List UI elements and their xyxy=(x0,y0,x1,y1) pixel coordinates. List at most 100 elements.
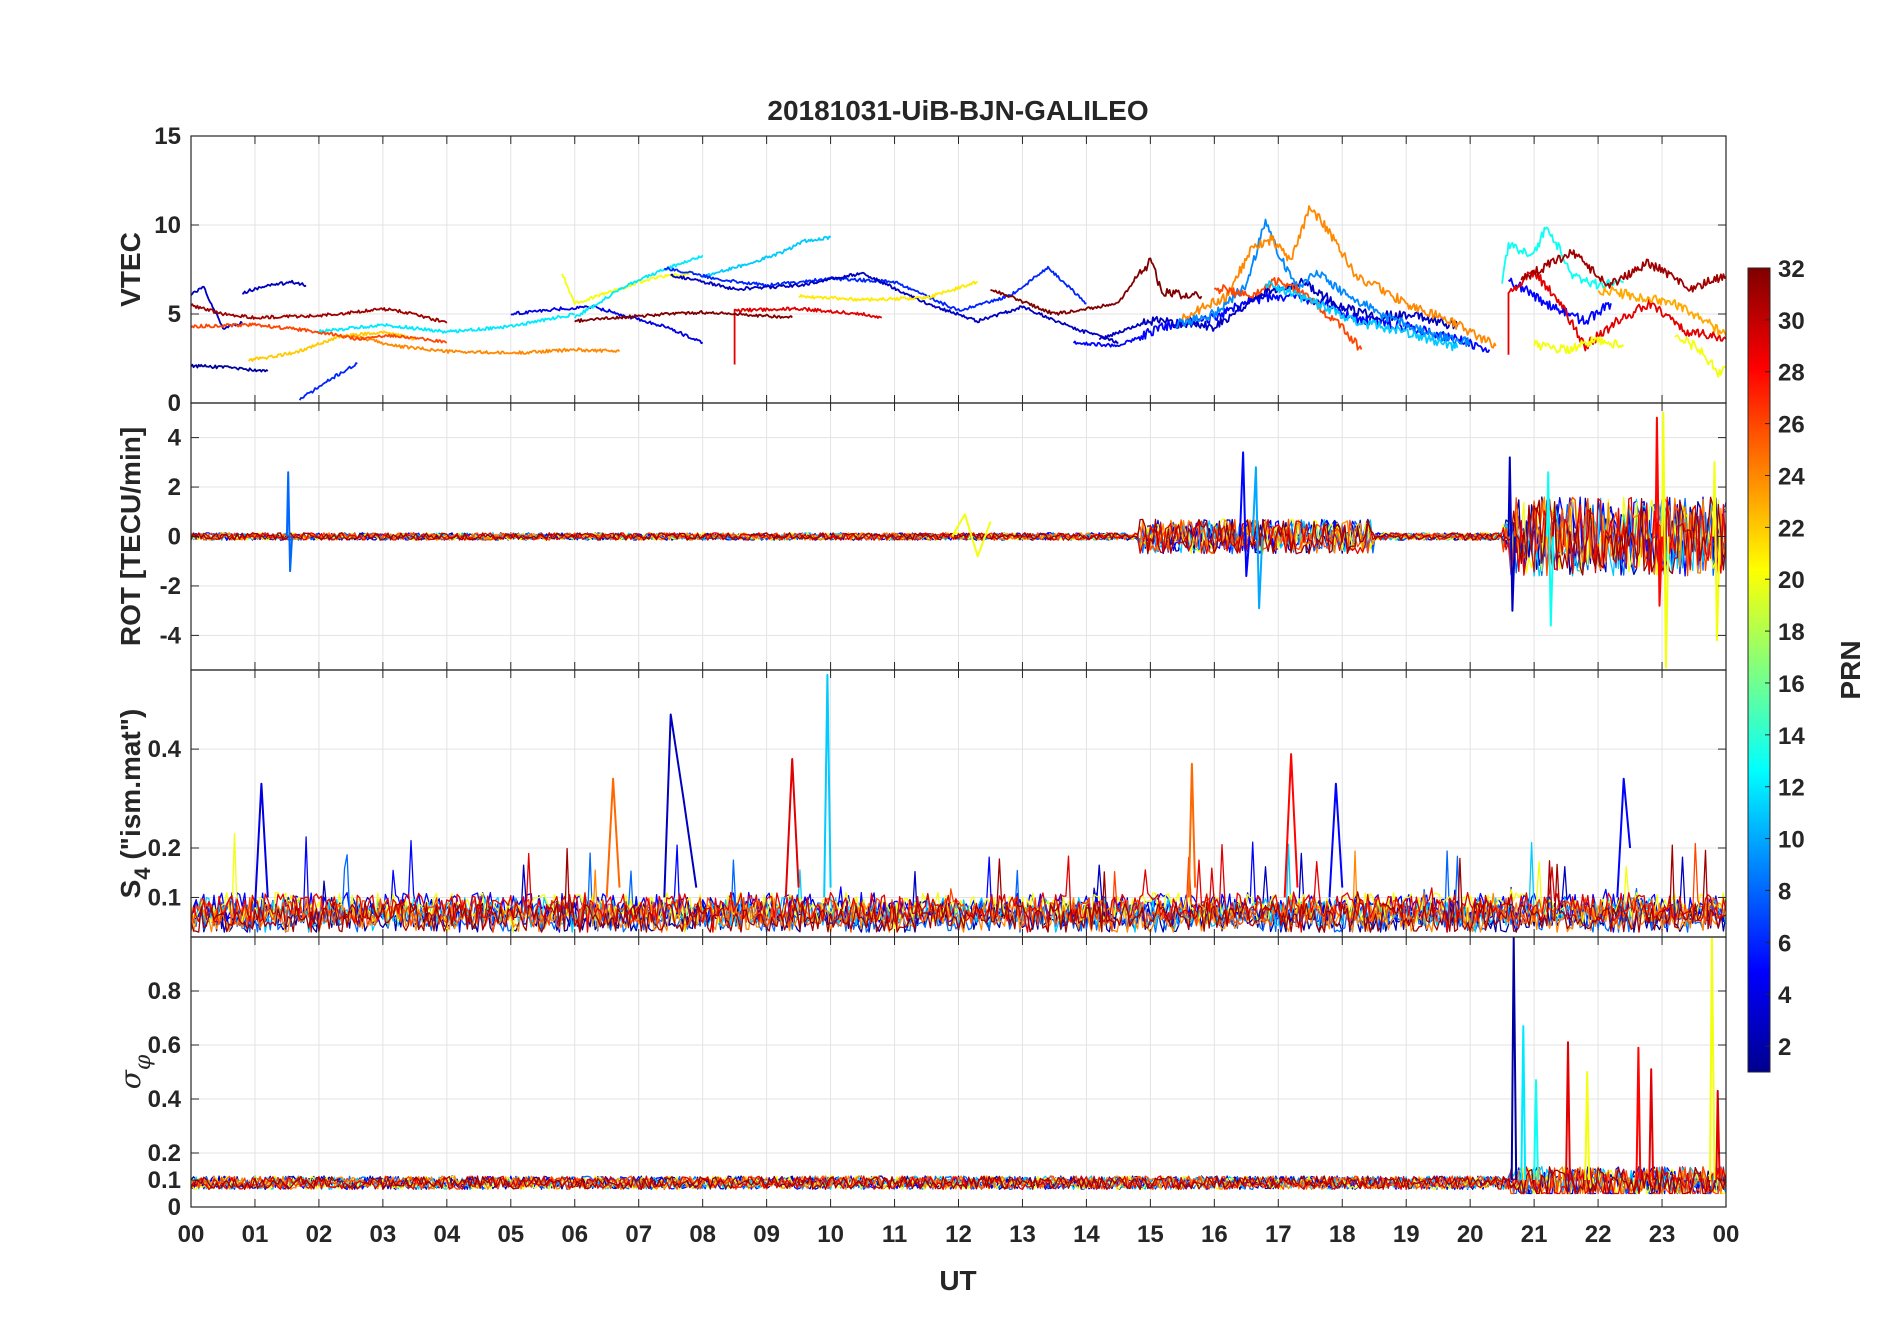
x-tick-labels: 00 01 02 03 04 05 06 07 08 09 10 11 12 13 14 15 16 17 18 19… xyxy=(178,1221,1740,1248)
colorbar-tick-label: 2 xyxy=(1778,1034,1791,1061)
panel-vtec: 0 5 10 15 VTEC xyxy=(115,123,1727,417)
rot-series-7 xyxy=(1661,411,1670,669)
x-tick-label: 05 xyxy=(497,1221,524,1248)
phi-subscript: φ xyxy=(131,1054,156,1070)
panel-s4-ylabel: S4 ("ism.mat") xyxy=(115,709,155,899)
colorbar-label: PRN xyxy=(1835,640,1866,699)
chart-title: 20181031-UiB-BJN-GALILEO xyxy=(767,95,1148,126)
x-tick-label: 15 xyxy=(1137,1221,1164,1248)
x-tick-label: 23 xyxy=(1649,1221,1676,1248)
panel-sigma_phi-grid xyxy=(190,937,1727,1208)
sigma_phi-series-noise-9 xyxy=(191,1165,1726,1195)
colorbar-tick-label: 26 xyxy=(1778,412,1805,439)
panel-sigma_phi-data xyxy=(191,937,1726,1195)
x-tick-label: 19 xyxy=(1393,1221,1420,1248)
colorbar-tick-label: 32 xyxy=(1778,256,1805,283)
colorbar-tick-label: 14 xyxy=(1778,723,1805,750)
sigma-symbol: σ xyxy=(114,1069,147,1089)
x-tick-label: 20 xyxy=(1457,1221,1484,1248)
panel-rot-ylabel: ROT [TECU/min] xyxy=(115,427,146,646)
x-tick-label: 02 xyxy=(306,1221,333,1248)
colorbar-tick-label: 24 xyxy=(1778,463,1805,490)
x-tick-label: 13 xyxy=(1009,1221,1036,1248)
rot-series-noise-8 xyxy=(191,496,1726,577)
vtec-series-10 xyxy=(561,272,691,305)
s4-label-rest: ("ism.mat") xyxy=(115,709,146,868)
s4-series-2 xyxy=(784,758,800,898)
vtec-series-22 xyxy=(1181,205,1497,349)
panel-vtec-ylabel: VTEC xyxy=(115,232,146,307)
vtec-series-2 xyxy=(242,279,307,295)
vtec-series-31 xyxy=(1674,334,1726,378)
rot-series-4 xyxy=(1507,456,1516,612)
s4-subscript: 4 xyxy=(130,867,155,880)
vtec-series-27 xyxy=(1507,269,1726,355)
s4-series-3 xyxy=(254,782,269,908)
sigma_phi-series-7 xyxy=(1709,937,1716,1181)
panel-sigma_phi-ytick-label: 0.1 xyxy=(148,1167,181,1194)
vtec-series-19 xyxy=(1072,291,1491,353)
panel-sigma_phi-ytick-label: 0.8 xyxy=(148,978,181,1005)
panel-sigma_phi-ylabel: σφ xyxy=(114,1054,156,1089)
vtec-series-18 xyxy=(990,257,1203,316)
panel-rot-ytick-label: 2 xyxy=(168,474,181,501)
rot-series-8 xyxy=(1712,461,1721,642)
rot-series-6 xyxy=(1654,416,1663,607)
x-tick-label: 12 xyxy=(945,1221,972,1248)
vtec-series-9 xyxy=(191,322,447,344)
sigma_phi-series-6 xyxy=(1648,1068,1655,1181)
s4-series-7 xyxy=(1328,782,1344,898)
vtec-series-7 xyxy=(350,334,621,355)
sigma_phi-series-5 xyxy=(1635,1046,1642,1181)
vtec-series-12 xyxy=(702,235,832,279)
vtec-series-8 xyxy=(191,303,448,324)
vtec-series-15 xyxy=(798,280,978,302)
vtec-series-5 xyxy=(318,312,576,334)
rot-series-noise-9 xyxy=(191,496,1726,576)
colorbar-tick-label: 4 xyxy=(1778,982,1792,1009)
vtec-series-28 xyxy=(1520,249,1726,293)
s4-series-4 xyxy=(605,777,621,898)
panel-s4-ytick-label: 0.1 xyxy=(148,884,181,911)
colorbar-gradient xyxy=(1747,267,1771,1073)
panel-sigma_phi-ytick-label: 0 xyxy=(168,1194,181,1221)
panel-vtec-data xyxy=(191,205,1726,401)
sigma_phi-series-4 xyxy=(1584,1071,1591,1181)
panel-sigma_phi-ytick-label: 0.2 xyxy=(148,1140,181,1167)
x-tick-label: 00 xyxy=(178,1221,205,1248)
colorbar-tick-label: 18 xyxy=(1778,619,1805,646)
x-tick-label: 08 xyxy=(689,1221,716,1248)
vtec-series-16 xyxy=(733,306,883,365)
x-tick-label: 17 xyxy=(1265,1221,1292,1248)
sigma_phi-series-3 xyxy=(1565,1041,1571,1181)
colorbar-tick-label: 28 xyxy=(1778,360,1805,387)
panel-rot-data xyxy=(191,411,1726,669)
x-tick-label: 06 xyxy=(561,1221,588,1248)
s4-series-noise-8 xyxy=(191,843,1726,933)
sigma_phi-series-noise-6 xyxy=(191,1166,1726,1195)
x-tick-label: 22 xyxy=(1585,1221,1612,1248)
colorbar-tick-label: 10 xyxy=(1778,827,1805,854)
s4-series-1 xyxy=(823,673,832,898)
panel-rot-ytick-label: -2 xyxy=(160,573,181,600)
x-tick-label: 10 xyxy=(817,1221,844,1248)
colorbar-tick-label: 8 xyxy=(1778,878,1791,905)
vtec-series-11 xyxy=(573,254,704,319)
vtec-series-30 xyxy=(1533,335,1625,355)
rot-series-0 xyxy=(285,471,294,573)
rot-series-5 xyxy=(1545,471,1555,627)
colorbar-tick-label: 12 xyxy=(1778,775,1805,802)
panel-sigma_phi-ytick-label: 0.4 xyxy=(148,1086,182,1113)
panel-sigma_phi: 00.10.2 0.4 0.6 0.8 σφ xyxy=(114,936,1727,1221)
panel-rot-ytick-label: 0 xyxy=(168,524,181,551)
panel-s4-ytick-label: 0.2 xyxy=(148,835,181,862)
s4-symbol: S xyxy=(115,880,146,899)
vtec-series-13 xyxy=(663,265,1087,312)
panel-rot-ytick-label: -4 xyxy=(160,622,182,649)
vtec-series-4 xyxy=(510,304,704,345)
panel-vtec-ytick-label: 5 xyxy=(168,301,181,328)
s4-series-6 xyxy=(1283,753,1299,898)
vtec-series-29 xyxy=(1597,285,1726,336)
sigma_phi-series-2 xyxy=(1533,1079,1539,1181)
